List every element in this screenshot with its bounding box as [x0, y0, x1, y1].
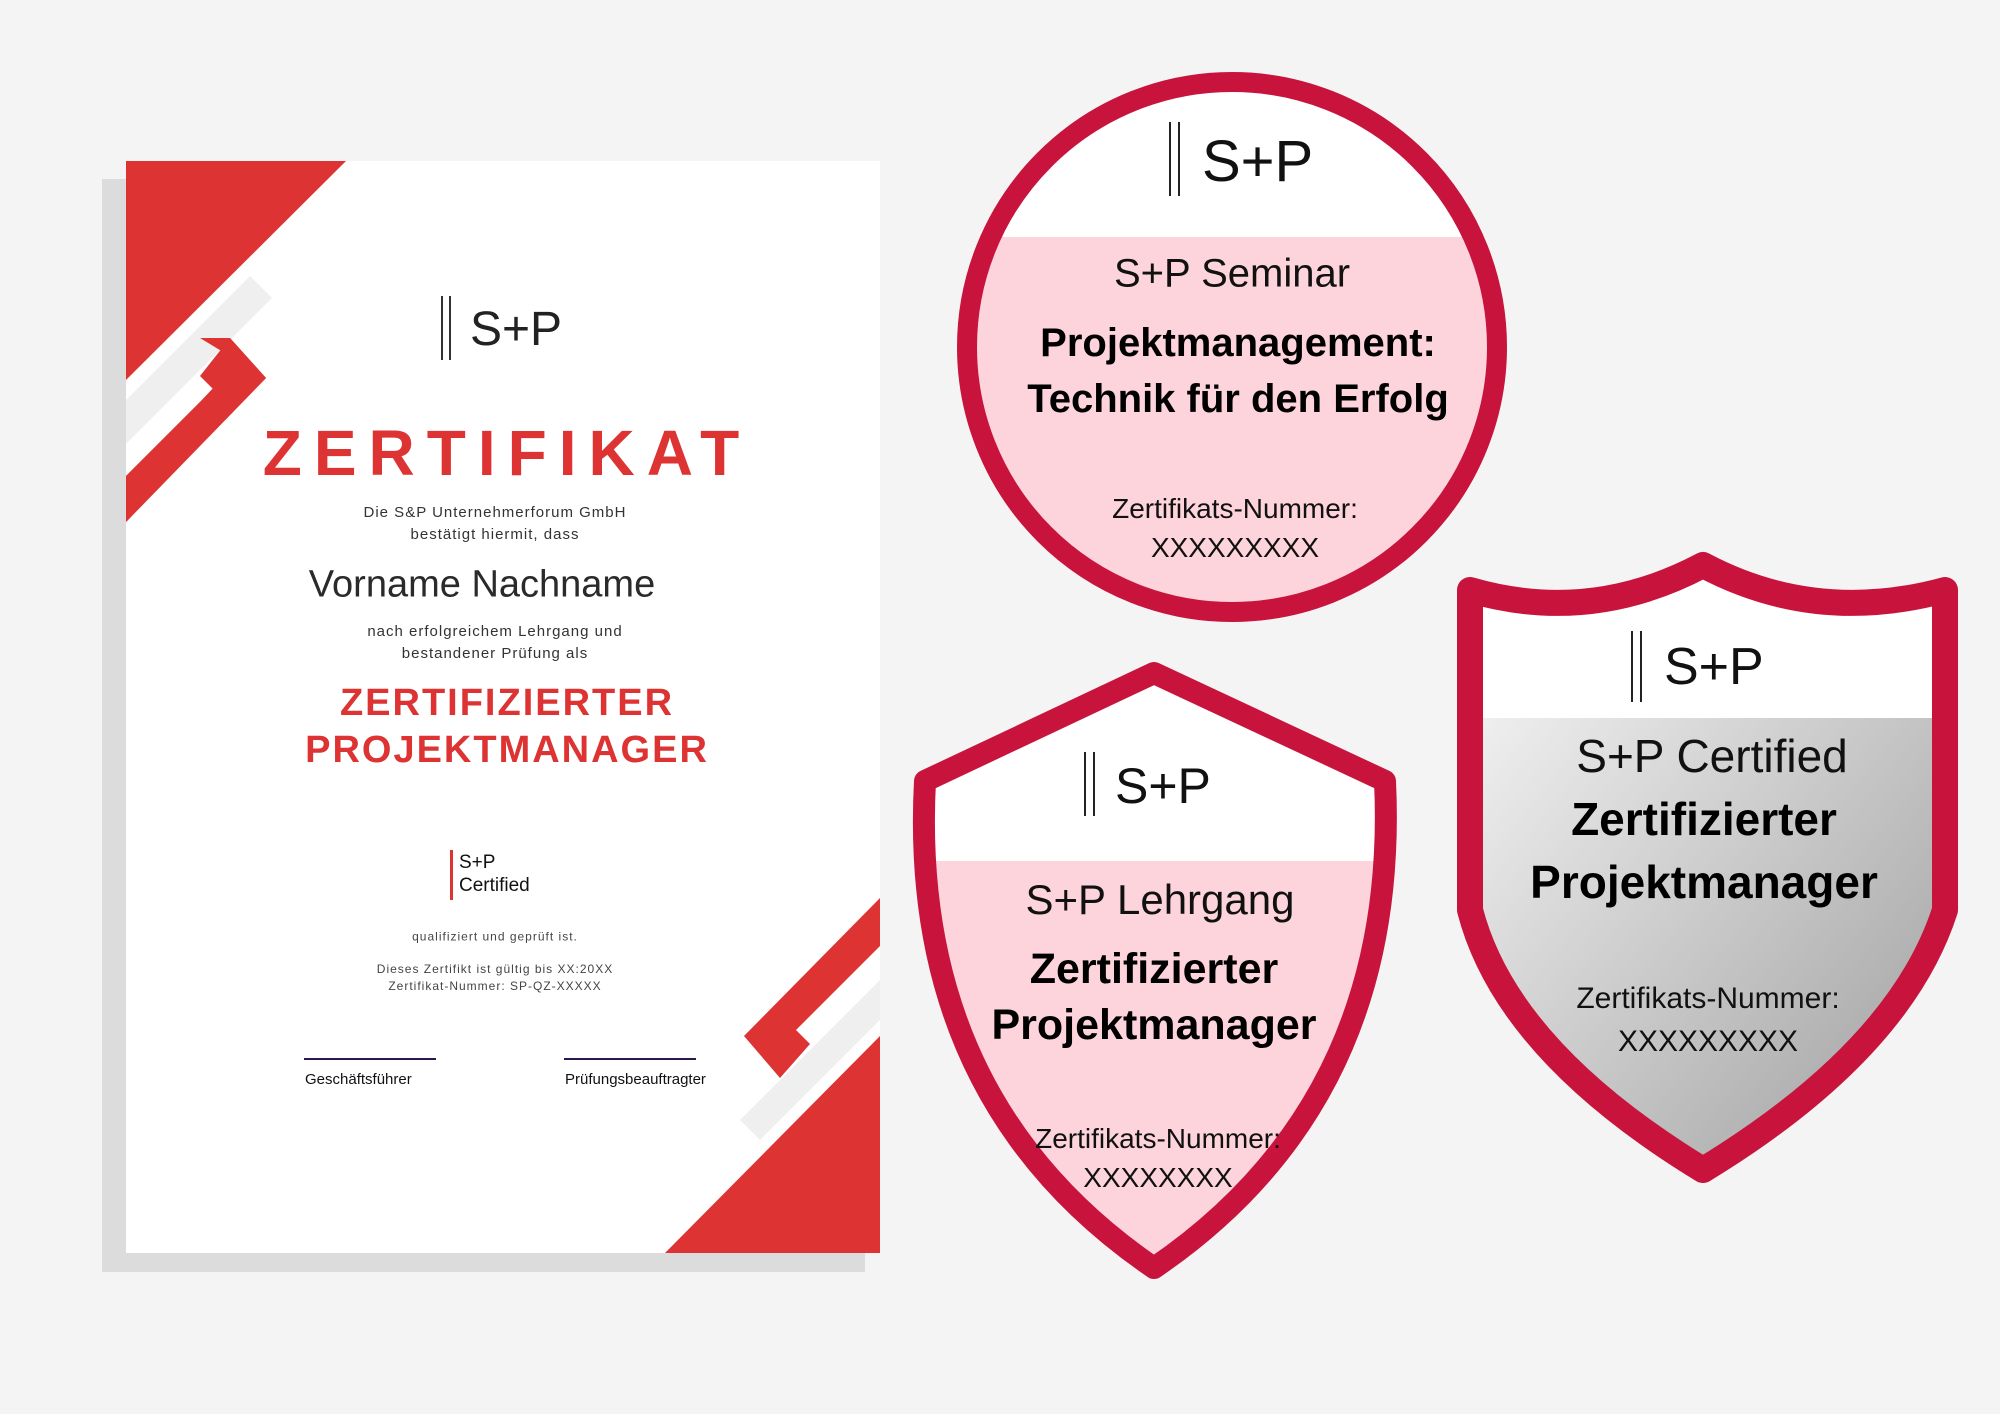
validity-block: Dieses Zertifikt ist gültig bis XX:20XX Z…: [377, 961, 613, 995]
certified-badge-logo: S+P: [1664, 638, 1764, 696]
lehrgang-badge-title: Zertifizierter Projektmanager: [991, 941, 1316, 1053]
title-line: Technik für den Erfolg: [1027, 377, 1449, 421]
signature-label-left: Geschäftsführer: [305, 1071, 412, 1088]
title-line: Projektmanager: [991, 1001, 1317, 1049]
certificate-body: nach erfolgreichem Lehrgang und bestanden…: [367, 621, 622, 665]
intro-line: bestätigt hiermit, dass: [410, 526, 580, 543]
seminar-badge-logo: S+P: [1202, 129, 1314, 194]
intro-line: Die S&P Unternehmerforum GmbH: [363, 504, 627, 521]
number-label: Zertifikats-Nummer:: [1035, 1123, 1281, 1154]
certificate-number: Zertifikat-Nummer: SP-QZ-XXXXX: [388, 979, 602, 993]
corner-chevron-bottom-right: [744, 898, 880, 1078]
validity-text: Dieses Zertifikt ist gültig bis XX:20XX: [376, 962, 614, 976]
body-line: bestandener Prüfung als: [401, 645, 589, 662]
number-value: XXXXXXXXX: [1617, 1025, 1799, 1058]
number-label: Zertifikats-Nummer:: [1112, 493, 1358, 524]
body-line: nach erfolgreichem Lehrgang und: [367, 623, 623, 640]
corner-triangle-bottom-right: [665, 1036, 880, 1253]
certified-badge-type: S+P Certified: [1576, 730, 1848, 782]
corner-band-bottom-right: [740, 980, 880, 1140]
title-line: Zertifizierter: [1571, 793, 1837, 845]
number-value: XXXXXXXXX: [1150, 532, 1320, 563]
certificate-page: [126, 161, 880, 1253]
lehrgang-badge-number: Zertifikats-Nummer: XXXXXXXX: [1035, 1119, 1281, 1197]
certified-badge-title: Zertifizierter Projektmanager: [1530, 788, 1878, 914]
lehrgang-badge-logo: S+P: [1115, 758, 1211, 814]
certificate-title: ZERTIFIKAT: [263, 416, 752, 490]
corner-triangle-top-left: [126, 161, 346, 380]
certified-role: ZERTIFIZIERTER PROJEKTMANAGER: [305, 680, 709, 774]
title-line: Projektmanager: [1530, 856, 1878, 908]
qualified-text: qualifiziert und geprüft ist.: [412, 929, 578, 944]
recipient-name: Vorname Nachname: [308, 563, 656, 606]
certified-badge-number: Zertifikats-Nummer: XXXXXXXXX: [1576, 977, 1839, 1063]
certificate-intro: Die S&P Unternehmerforum GmbH bestätigt h…: [364, 502, 627, 546]
title-line: Zertifizierter: [1029, 945, 1279, 993]
signature-line-right: [564, 1058, 696, 1060]
title-line: Projektmanagement:: [1040, 321, 1436, 365]
certificate-title-text: ZERTIFIKAT: [262, 417, 752, 489]
number-value: XXXXXXXX: [1083, 1162, 1233, 1193]
number-label: Zertifikats-Nummer:: [1576, 982, 1840, 1015]
role-line: PROJEKTMANAGER: [305, 729, 709, 771]
lehrgang-badge-type: S+P Lehrgang: [1025, 876, 1295, 923]
role-line: ZERTIFIZIERTER: [339, 682, 675, 724]
seal-line: S+P: [459, 852, 496, 873]
signature-label-right: Prüfungsbeauftragter: [565, 1071, 706, 1088]
seminar-badge-number: Zertifikats-Nummer: XXXXXXXXX: [1112, 489, 1358, 567]
signature-line-left: [304, 1058, 436, 1060]
seal-line: Certified: [459, 875, 530, 896]
seminar-badge-type: S+P Seminar: [1113, 251, 1351, 296]
certificate-logo: S+P: [470, 303, 563, 356]
certified-seal: S+P Certified: [459, 851, 530, 897]
corner-band-top-left: [126, 276, 272, 444]
seminar-badge-title: Projektmanagement: Technik für den Erfolg: [1027, 315, 1449, 427]
